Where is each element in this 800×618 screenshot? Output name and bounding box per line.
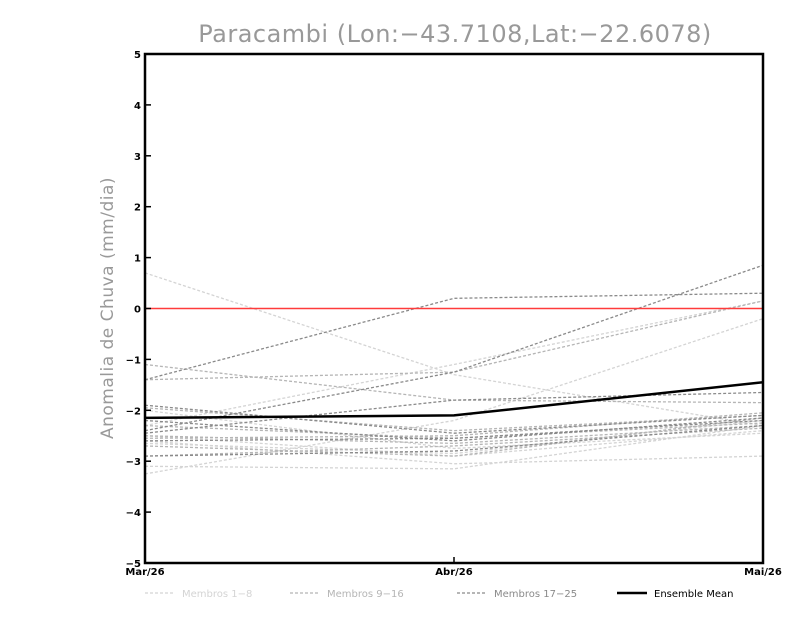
member-line-group1-3 — [144, 430, 764, 457]
x-tick-label: Mar/26 — [125, 567, 164, 578]
legend-label: Membros 17−25 — [494, 589, 577, 600]
member-line-group2-8 — [144, 424, 764, 445]
mean-layer — [144, 381, 764, 420]
member-line-group1-4 — [144, 424, 764, 470]
member-line-group3-2 — [144, 264, 764, 432]
chart-title: Paracambi (Lon:−43.7108,Lat:−22.6078) — [198, 20, 712, 48]
member-line-group2-3 — [144, 417, 764, 457]
member-line-group3-6 — [144, 391, 764, 434]
y-tick-label: 2 — [134, 203, 141, 214]
ensemble-mean-line — [144, 381, 764, 420]
member-line-group1-2 — [144, 300, 764, 427]
member-line-group3-4 — [144, 419, 764, 442]
legend: Membros 1−8 Membros 9−16 Membros 17−25 Ense… — [145, 589, 733, 600]
member-line-group2-2 — [144, 422, 764, 439]
x-tick-label: Abr/26 — [435, 567, 472, 578]
y-tick-label: 1 — [134, 254, 141, 265]
member-line-group1-1 — [144, 272, 764, 427]
y-tick-label: −4 — [126, 508, 141, 519]
member-line-group3-3 — [144, 404, 764, 434]
member-line-group2-1 — [144, 363, 764, 404]
member-line-group1-7 — [144, 409, 764, 450]
y-tick-label: −2 — [126, 406, 141, 417]
x-axis-ticks: Mar/26 Abr/26 Mai/26 — [125, 557, 782, 578]
member-line-group2-4 — [144, 300, 764, 381]
legend-label: Membros 9−16 — [327, 589, 404, 600]
y-tick-label: 5 — [134, 50, 141, 61]
member-line-group2-7 — [144, 407, 764, 432]
series-layer — [144, 264, 764, 475]
y-axis-label: Anomalia de Chuva (mm/dia) — [98, 177, 118, 439]
y-tick-label: 4 — [134, 101, 141, 112]
legend-label: Membros 1−8 — [182, 589, 252, 600]
member-line-group3-5 — [144, 424, 764, 457]
y-tick-label: 3 — [134, 152, 141, 163]
legend-label: Ensemble Mean — [654, 589, 733, 600]
member-line-group3-1 — [144, 292, 764, 381]
y-axis-ticks: 5 4 3 2 1 0 −1 −2 −3 −4 −5 — [126, 50, 151, 570]
y-tick-label: −3 — [126, 457, 141, 468]
x-tick-label: Mai/26 — [744, 567, 782, 578]
member-line-group1-6 — [144, 440, 764, 465]
y-tick-label: −1 — [126, 355, 141, 366]
member-line-group1-5 — [144, 318, 764, 475]
y-tick-label: −5 — [126, 559, 141, 570]
member-line-group3-7 — [144, 417, 764, 442]
y-tick-label: 0 — [134, 305, 141, 316]
